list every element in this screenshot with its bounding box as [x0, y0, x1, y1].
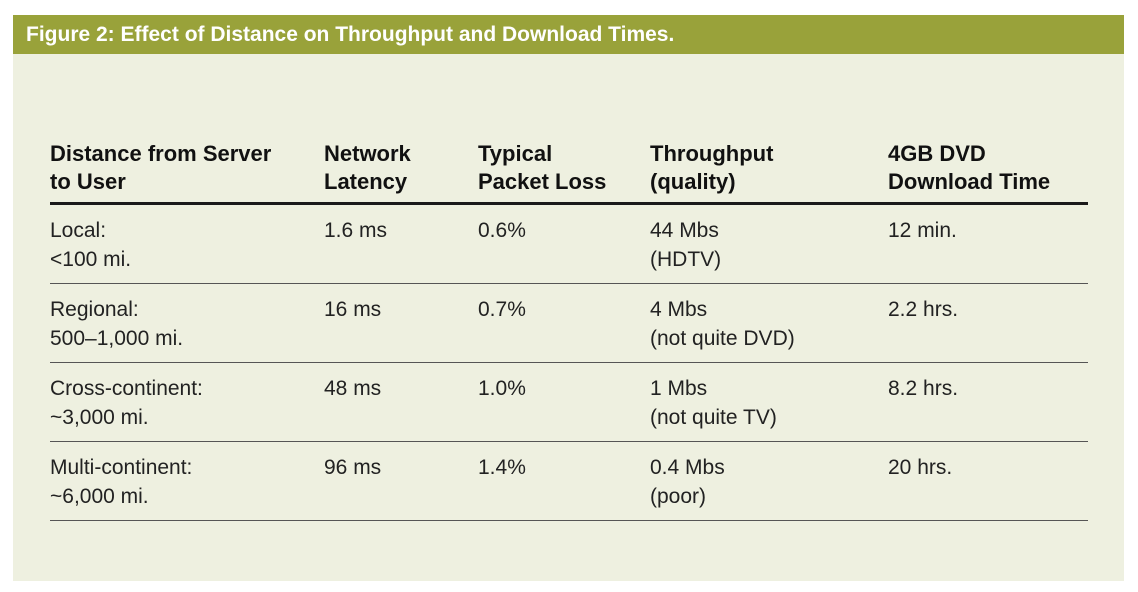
cell-latency: 1.6 ms: [324, 203, 478, 284]
cell-packet-loss: 0.7%: [478, 283, 650, 363]
cell-download-time: 20 hrs.: [888, 441, 1088, 521]
header-latency: Network Latency: [324, 140, 478, 205]
cell-download-time: 2.2 hrs.: [888, 283, 1088, 363]
table-row: Local: <100 mi. 1.6 ms 0.6% 44 Mbs (HDTV…: [50, 203, 1088, 284]
cell-throughput: 1 Mbs (not quite TV): [650, 362, 888, 442]
header-distance: Distance from Server to User: [50, 140, 324, 205]
cell-distance: Local: <100 mi.: [50, 203, 324, 284]
table-row: Regional: 500–1,000 mi. 16 ms 0.7% 4 Mbs…: [50, 283, 1088, 363]
cell-packet-loss: 1.4%: [478, 441, 650, 521]
cell-download-time: 12 min.: [888, 203, 1088, 284]
table-row: Multi-continent: ~6,000 mi. 96 ms 1.4% 0…: [50, 441, 1088, 521]
cell-throughput: 4 Mbs (not quite DVD): [650, 283, 888, 363]
cell-latency: 96 ms: [324, 441, 478, 521]
cell-throughput: 0.4 Mbs (poor): [650, 441, 888, 521]
header-download-time: 4GB DVD Download Time: [888, 140, 1088, 205]
figure-title: Figure 2: Effect of Distance on Throughp…: [13, 15, 1124, 54]
figure-panel: Figure 2: Effect of Distance on Throughp…: [13, 15, 1124, 581]
table-row: Cross-continent: ~3,000 mi. 48 ms 1.0% 1…: [50, 362, 1088, 442]
header-throughput: Throughput (quality): [650, 140, 888, 205]
cell-distance: Regional: 500–1,000 mi.: [50, 283, 324, 363]
cell-download-time: 8.2 hrs.: [888, 362, 1088, 442]
cell-latency: 16 ms: [324, 283, 478, 363]
distance-table: Distance from Server to User Network Lat…: [50, 140, 1088, 521]
header-packet-loss: Typical Packet Loss: [478, 140, 650, 205]
cell-distance: Multi-continent: ~6,000 mi.: [50, 441, 324, 521]
table-header-row: Distance from Server to User Network Lat…: [50, 140, 1088, 205]
cell-packet-loss: 0.6%: [478, 203, 650, 284]
cell-distance: Cross-continent: ~3,000 mi.: [50, 362, 324, 442]
cell-latency: 48 ms: [324, 362, 478, 442]
cell-throughput: 44 Mbs (HDTV): [650, 203, 888, 284]
cell-packet-loss: 1.0%: [478, 362, 650, 442]
